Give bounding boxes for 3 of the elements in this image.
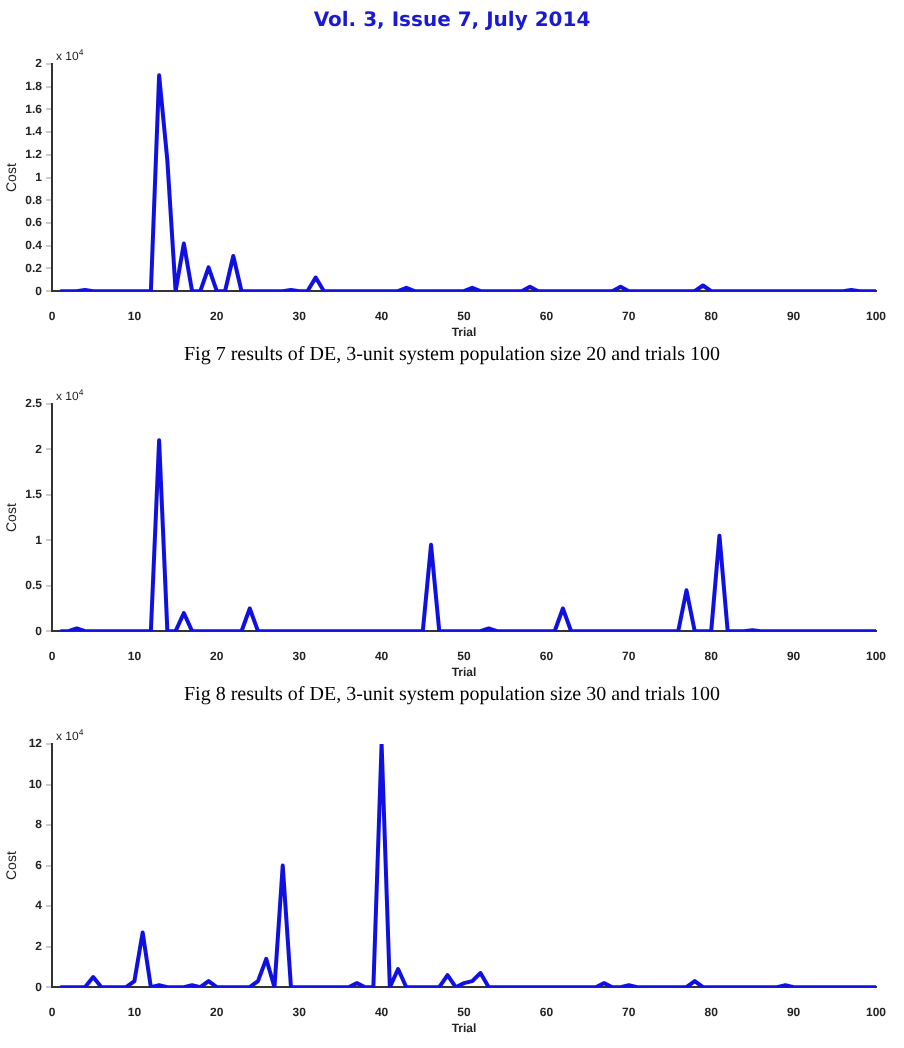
caption: Fig 8 results of DE, 3-unit system population size 30 and trials 100 [181,684,723,706]
caption: Fig 7 results of DE, 3-unit system population size 20 and trials 100 [181,344,723,366]
chart-title: Vol. 3, Issue 7, July 2014 [311,8,593,36]
